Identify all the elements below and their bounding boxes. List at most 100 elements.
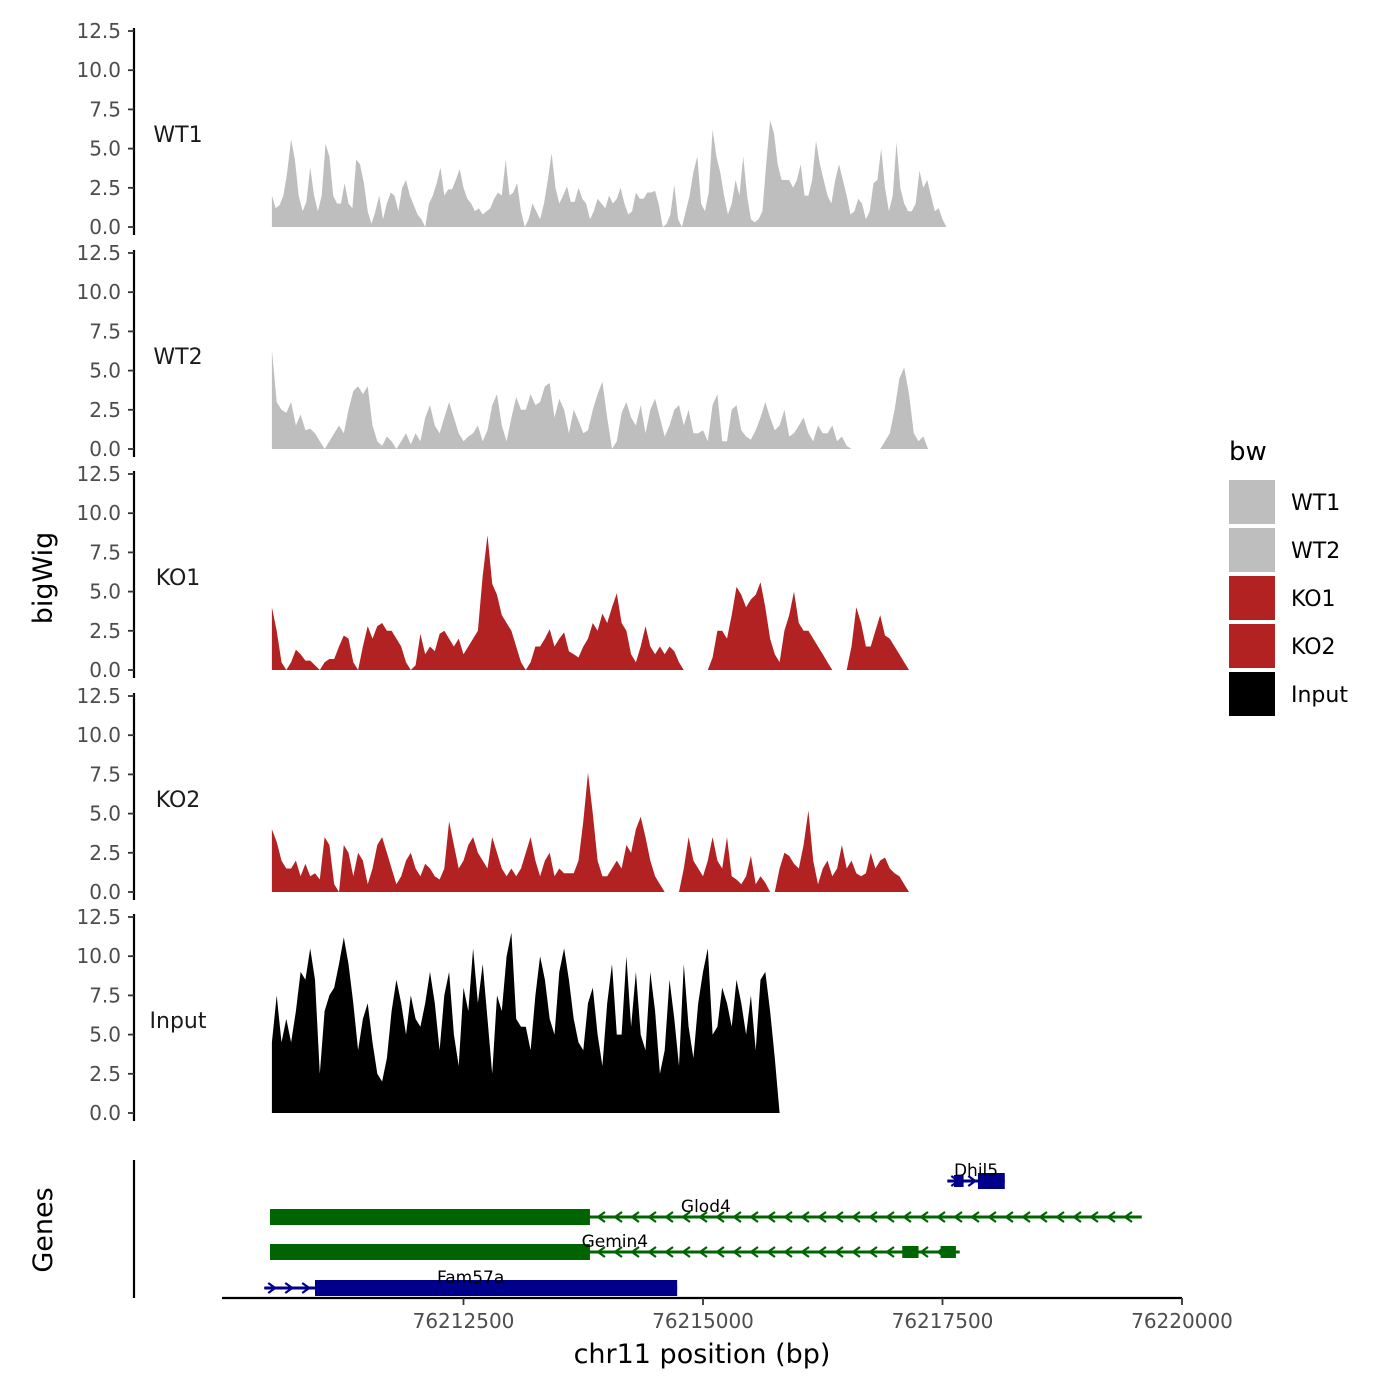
strand-chevron	[885, 1211, 895, 1223]
strand-chevron	[902, 1211, 912, 1223]
strand-chevron	[1038, 1211, 1048, 1223]
strand-chevron	[613, 1246, 623, 1258]
legend-swatch-wt2	[1229, 528, 1275, 572]
x-tick-label: 76212500	[413, 1309, 515, 1333]
strand-chevron	[919, 1246, 929, 1258]
y-tick-label: 10.0	[76, 280, 121, 304]
gene-exon	[269, 1209, 590, 1225]
y-tick-label: 12.5	[76, 684, 121, 708]
y-tick-label: 0.0	[89, 215, 121, 239]
strand-chevron	[284, 1282, 295, 1294]
x-tick-label: 76217500	[892, 1309, 994, 1333]
y-tick-label: 0.0	[89, 1101, 121, 1125]
strand-chevron	[647, 1246, 657, 1258]
strand-chevron	[267, 1282, 278, 1294]
strand-chevron	[783, 1211, 793, 1223]
track-ko2: 0.0 2.5 5.0 7.5 10.0 12.5 KO2	[76, 684, 909, 904]
y-tick-label: 0.0	[89, 880, 121, 904]
y-tick-label: 5.0	[89, 580, 121, 604]
signal-area-ko1	[271, 535, 909, 670]
strand-chevron	[698, 1211, 708, 1223]
legend-title: bw	[1229, 437, 1267, 467]
y-tick-label: 2.5	[89, 398, 121, 422]
strand-chevron	[732, 1246, 742, 1258]
signal-area-input	[271, 932, 780, 1113]
y-tick-label: 10.0	[76, 944, 121, 968]
strand-chevron	[919, 1211, 929, 1223]
strand-chevron	[953, 1211, 963, 1223]
x-tick-label: 76220000	[1131, 1309, 1233, 1333]
gene-label: Glod4	[681, 1197, 731, 1217]
y-tick-label: 7.5	[89, 762, 121, 786]
track-label: Input	[150, 1009, 207, 1034]
track-label: KO2	[156, 788, 201, 813]
gene-gemin4: Gemin4	[269, 1232, 960, 1260]
strand-chevron	[715, 1211, 725, 1223]
y-tick-label: 12.5	[76, 241, 121, 265]
strand-chevron	[800, 1246, 810, 1258]
strand-chevron	[596, 1246, 606, 1258]
y-axis-title: bigWig	[28, 532, 59, 625]
strand-chevron	[749, 1246, 759, 1258]
y-tick-label: 7.5	[89, 97, 121, 121]
strand-chevron	[783, 1246, 793, 1258]
signal-area-ko2	[271, 772, 909, 892]
legend-swatch-input	[1229, 672, 1275, 716]
signal-area-wt1	[271, 120, 947, 227]
strand-chevron	[630, 1211, 640, 1223]
track-ko1: 0.0 2.5 5.0 7.5 10.0 12.5 KO1	[76, 462, 909, 682]
legend-label-wt1: WT1	[1291, 491, 1340, 516]
strand-chevron	[301, 1282, 312, 1294]
strand-chevron	[834, 1246, 844, 1258]
gene-exon	[902, 1246, 919, 1258]
strand-chevron	[1055, 1211, 1065, 1223]
y-tick-label: 10.0	[76, 501, 121, 525]
y-tick-label: 2.5	[89, 1062, 121, 1086]
x-axis: 76212500 76215000 76217500 76220000	[222, 1296, 1233, 1333]
y-tick-label: 10.0	[76, 58, 121, 82]
gene-label: Dhil5	[954, 1161, 998, 1181]
gene-label: Gemin4	[582, 1232, 649, 1252]
strand-chevron	[749, 1211, 759, 1223]
legend-swatch-wt1	[1229, 480, 1275, 524]
strand-chevron	[1106, 1211, 1116, 1223]
strand-chevron	[885, 1246, 895, 1258]
strand-chevron	[647, 1211, 657, 1223]
y-tick-label: 7.5	[89, 540, 121, 564]
strand-chevron	[868, 1246, 878, 1258]
gene-exon	[315, 1280, 678, 1296]
y-tick-label: 7.5	[89, 319, 121, 343]
y-tick-label: 2.5	[89, 176, 121, 200]
strand-chevron	[817, 1211, 827, 1223]
strand-chevron	[613, 1211, 623, 1223]
strand-chevron	[1004, 1211, 1014, 1223]
strand-chevron	[817, 1246, 827, 1258]
y-tick-label: 10.0	[76, 723, 121, 747]
strand-chevron	[698, 1246, 708, 1258]
strand-chevron	[596, 1211, 606, 1223]
y-tick-label: 5.0	[89, 802, 121, 826]
strand-chevron	[630, 1246, 640, 1258]
track-input: 0.0 2.5 5.0 7.5 10.0 12.5 Input	[76, 905, 780, 1125]
legend-label-ko2: KO2	[1291, 635, 1336, 660]
strand-chevron	[868, 1211, 878, 1223]
x-tick-label: 76215000	[652, 1309, 754, 1333]
strand-chevron	[1021, 1211, 1031, 1223]
track-wt2: 0.0 2.5 5.0 7.5 10.0 12.5 WT2	[76, 241, 929, 461]
y-tick-label: 2.5	[89, 619, 121, 643]
genes-axis-title: Genes	[28, 1187, 59, 1272]
legend-swatch-ko2	[1229, 624, 1275, 668]
track-wt1: 0.0 2.5 5.0 7.5 10.0 12.5 WT1	[76, 19, 947, 239]
strand-chevron	[766, 1211, 776, 1223]
legend-label-wt2: WT2	[1291, 539, 1340, 564]
gene-exon	[953, 1175, 964, 1187]
track-label: WT2	[153, 345, 202, 370]
strand-chevron	[834, 1211, 844, 1223]
y-tick-label: 0.0	[89, 437, 121, 461]
strand-chevron	[715, 1246, 725, 1258]
y-tick-label: 5.0	[89, 1023, 121, 1047]
y-tick-label: 0.0	[89, 658, 121, 682]
y-tick-label: 12.5	[76, 19, 121, 43]
y-tick-label: 12.5	[76, 462, 121, 486]
